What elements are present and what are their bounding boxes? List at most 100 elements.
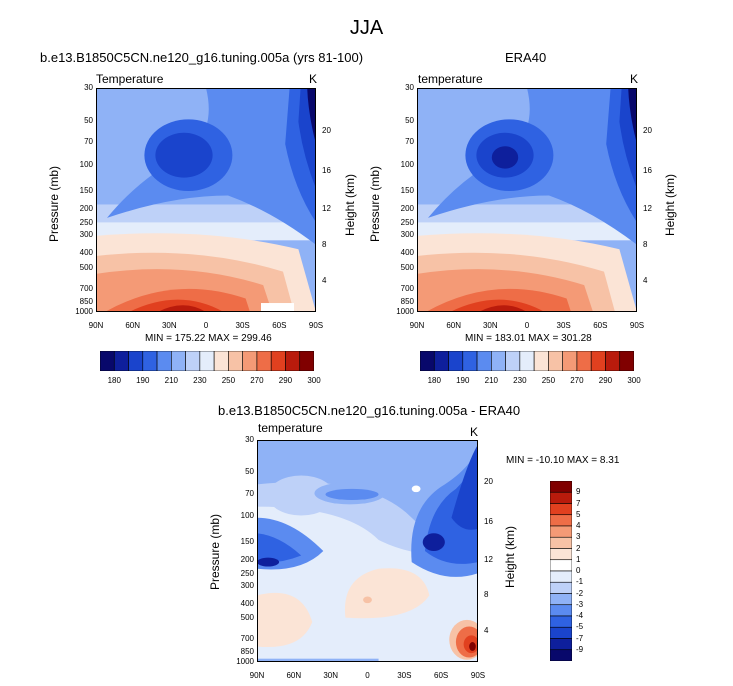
panel3-units: K (470, 425, 479, 439)
panel2-xtick: 30N (482, 321, 498, 330)
panel2-ytick-right: 12 (643, 203, 652, 213)
colorbar-swatch (550, 525, 572, 538)
panel2-ylabel-right: Height (km) (663, 173, 677, 236)
colorbar-swatch (142, 351, 158, 371)
panel3-title: b.e13.B1850C5CN.ne120_g16.tuning.005a - … (218, 403, 521, 418)
colorbar-label: -1 (576, 577, 584, 587)
panel2-ytick: 300 (400, 230, 414, 240)
field-band (96, 204, 316, 227)
panel3-xtick: 30N (323, 671, 338, 680)
field-band (261, 303, 294, 312)
panel2-ytick: 100 (400, 159, 414, 169)
panel2-title: ERA40 (505, 50, 547, 65)
panel1-ytick-right: 16 (322, 165, 331, 175)
colorbar-swatch (562, 351, 578, 371)
panel1-ytick: 700 (79, 284, 93, 294)
panel2-ytick-right: 4 (643, 275, 648, 285)
panel1-ytick: 400 (79, 248, 93, 258)
colorbar-swatch (270, 351, 286, 371)
colorbar-label: 7 (576, 498, 581, 508)
colorbar-label: 2 (576, 543, 581, 553)
colorbar-swatch (285, 351, 301, 371)
panel2-colorbar (420, 351, 634, 371)
colorbar-swatch (213, 351, 229, 371)
colorbar-swatch (462, 351, 478, 371)
field-band (268, 475, 335, 516)
panel2-ylabel: Pressure (mb) (368, 165, 382, 242)
colorbar-swatch (156, 351, 172, 371)
colorbar-swatch (576, 351, 592, 371)
field-band (257, 533, 302, 563)
colorbar-label: 9 (576, 487, 581, 497)
panel1-colorbar (100, 351, 314, 371)
colorbar-swatch (448, 351, 464, 371)
panel2-xtick: 90S (629, 321, 645, 330)
panel1-ytick-right: 4 (322, 275, 327, 285)
panel3-ytick-right: 12 (484, 554, 493, 564)
panel3-colorbar (550, 481, 572, 661)
panel1-ytick: 300 (79, 230, 93, 240)
panel3-minmax: MIN = -10.10 MAX = 8.31 (506, 455, 620, 466)
panel3-ytick: 200 (240, 555, 254, 565)
colorbar-swatch (256, 351, 272, 371)
colorbar-swatch (299, 351, 314, 371)
panel1-ytick: 100 (79, 159, 93, 169)
colorbar-swatch (550, 604, 572, 617)
panel1-xtick: 60S (272, 321, 287, 330)
page-title: JJA (349, 17, 384, 39)
panel2-ytick-right: 8 (643, 239, 648, 249)
field-band (344, 568, 430, 619)
panel2-minmax: MIN = 183.01 MAX = 301.28 (465, 333, 592, 344)
panel3-ytick: 100 (240, 511, 254, 521)
panel3-ytick: 150 (240, 536, 254, 546)
panel2-ytick: 700 (400, 284, 414, 294)
colorbar-swatch (199, 351, 215, 371)
colorbar-label: 230 (193, 376, 207, 385)
panel1-plot (96, 88, 316, 312)
colorbar-label: 250 (221, 376, 236, 385)
panel3-ytick: 300 (240, 580, 254, 590)
field-band (422, 533, 445, 551)
colorbar-swatch (476, 351, 492, 371)
panel3-ytick: 700 (240, 634, 254, 644)
colorbar-label: 250 (541, 376, 556, 385)
panel2-ytick: 70 (405, 137, 414, 147)
colorbar-label: 180 (427, 376, 441, 385)
colorbar-label: 0 (576, 566, 581, 575)
panel1-ytick: 70 (84, 137, 93, 147)
panel1-ytick: 500 (79, 262, 93, 272)
colorbar-label: 190 (456, 376, 470, 385)
panel1-ytick: 150 (79, 185, 93, 195)
panel2-ytick-right: 16 (643, 165, 652, 175)
colorbar-label: -3 (576, 599, 584, 609)
panel1-title: b.e13.B1850C5CN.ne120_g16.tuning.005a (y… (40, 50, 364, 65)
panel2-ytick: 400 (400, 248, 414, 258)
panel1-ytick: 30 (84, 83, 93, 92)
panel1-xtick: 30S (235, 321, 250, 330)
colorbar-swatch (548, 351, 563, 371)
panel1-ytick: 1000 (75, 307, 93, 316)
colorbar-label: 270 (570, 376, 584, 385)
colorbar-swatch (420, 351, 435, 371)
panel1-ytick: 850 (79, 296, 93, 306)
field-band (257, 557, 280, 567)
panel3-xtick: 60S (434, 671, 449, 680)
colorbar-swatch (550, 593, 572, 606)
colorbar-label: 300 (627, 376, 641, 385)
colorbar-swatch (550, 626, 572, 639)
colorbar-swatch (113, 351, 129, 371)
colorbar-label: 190 (136, 376, 150, 385)
panel3-ytick: 250 (240, 569, 254, 579)
colorbar-swatch (533, 351, 549, 371)
colorbar-label: -2 (576, 588, 584, 598)
panel3-plot (257, 440, 478, 662)
panel1-ylabel: Pressure (mb) (47, 165, 61, 242)
colorbar-swatch (185, 351, 201, 371)
panel3-ytick-right: 20 (484, 477, 493, 487)
panel3-ytick: 50 (245, 467, 254, 477)
colorbar-swatch (550, 559, 572, 572)
colorbar-label: 180 (107, 376, 121, 385)
field-band (478, 305, 527, 312)
panel2-temperature-field (417, 88, 637, 312)
colorbar-swatch (519, 351, 535, 371)
